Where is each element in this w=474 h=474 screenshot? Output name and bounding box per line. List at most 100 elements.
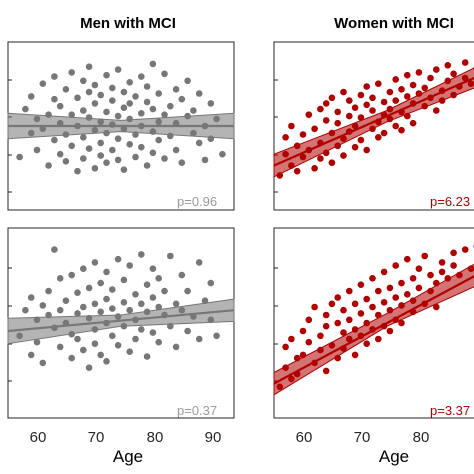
scatter-point [138, 326, 145, 333]
panel-title-women: Women with MCI [334, 15, 454, 32]
scatter-point [190, 129, 197, 137]
panel-title-men: Men with MCI [80, 15, 176, 32]
scatter-point [74, 289, 81, 297]
scatter-point [195, 335, 203, 343]
scatter-point [114, 255, 122, 263]
scatter-point [149, 149, 157, 157]
scatter-point [126, 100, 133, 107]
scatter-point [219, 150, 226, 158]
plot-frame [273, 227, 474, 419]
scatter-point [363, 295, 371, 303]
scatter-point [299, 131, 307, 138]
scatter-point [334, 119, 342, 127]
scatter-point [161, 111, 168, 118]
scatter-point [195, 259, 203, 266]
x-tick-label: 90 [205, 429, 222, 446]
scatter-point [33, 338, 41, 346]
scatter-point [363, 340, 371, 348]
x-axis-label: Age [113, 447, 143, 466]
scatter-point [91, 300, 99, 308]
scatter-point [132, 335, 139, 343]
scatter-point [427, 271, 434, 279]
scatter-point [207, 316, 215, 324]
scatter-point [386, 306, 394, 314]
scatter-point [288, 122, 295, 130]
scatter-point [444, 77, 452, 85]
scatter-point [369, 275, 376, 282]
scatter-point [415, 284, 423, 292]
scatter-point [103, 129, 110, 137]
scatter-point [305, 316, 313, 324]
scatter-point [149, 128, 157, 135]
scatter-point [415, 69, 423, 76]
scatter-point [375, 134, 382, 141]
scatter-point [178, 95, 186, 103]
fit-line [7, 309, 235, 333]
x-tick-label: 60 [30, 429, 47, 446]
scatter-point [207, 279, 215, 287]
scatter-point [80, 303, 87, 311]
scatter-point [282, 364, 289, 372]
scatter-point [450, 262, 457, 269]
x-tick-label: 80 [413, 429, 430, 446]
scatter-point [45, 311, 52, 319]
scatter-point [346, 112, 353, 120]
scatter-point [167, 132, 174, 140]
scatter-point [120, 299, 128, 306]
scatter-point [138, 110, 145, 117]
scatter-point [328, 94, 336, 102]
scatter-point [85, 145, 93, 152]
scatter-point [39, 359, 47, 367]
scatter-point [155, 303, 162, 311]
scatter-point [450, 249, 457, 257]
scatter-point [62, 131, 70, 138]
scatter-point [334, 354, 342, 362]
scatter-point [97, 308, 104, 316]
scatter-point [143, 83, 151, 90]
scatter-point [184, 77, 191, 85]
scatter-point [195, 139, 203, 147]
scatter-point [109, 305, 116, 312]
panel-women-bottom: p=3.37 60 70 80 Age [273, 227, 474, 466]
scatter-point [305, 111, 313, 118]
scatter-point [317, 105, 324, 113]
scatter-point [375, 80, 382, 87]
regression-line [273, 76, 474, 167]
scatter-points [16, 246, 220, 372]
scatter-point [109, 286, 116, 293]
scatter-point [27, 129, 35, 137]
scatter-points [276, 59, 474, 179]
scatter-point [357, 136, 365, 144]
scatter-point [311, 125, 318, 133]
scatter-point [126, 306, 133, 314]
scatter-point [415, 90, 423, 97]
scatter-point [80, 155, 87, 162]
scatter-point [404, 93, 411, 100]
scatter-point [392, 76, 400, 83]
scatter-point [334, 319, 342, 327]
scatter-point [409, 297, 417, 305]
scatter-point [357, 91, 365, 99]
scatter-point [363, 319, 371, 327]
scatter-point [421, 102, 429, 110]
scatter-point [213, 332, 220, 340]
scatter-point [357, 310, 365, 317]
scatter-point [56, 150, 64, 158]
scatter-point [91, 259, 99, 266]
scatter-point [438, 97, 446, 104]
scatter-point [167, 322, 174, 330]
scatter-point [392, 294, 400, 301]
scatter-point [438, 268, 446, 276]
scatter-point [114, 156, 122, 164]
scatter-point [138, 143, 145, 151]
scatter-point [114, 342, 122, 349]
scatter-point [299, 153, 307, 161]
scatter-point [103, 159, 110, 166]
scatter-point [132, 291, 139, 298]
scatter-point [161, 287, 168, 295]
scatter-point [380, 268, 388, 276]
x-tick-label: 70 [88, 429, 105, 446]
scatter-point [97, 118, 104, 126]
scatter-point [398, 126, 405, 134]
